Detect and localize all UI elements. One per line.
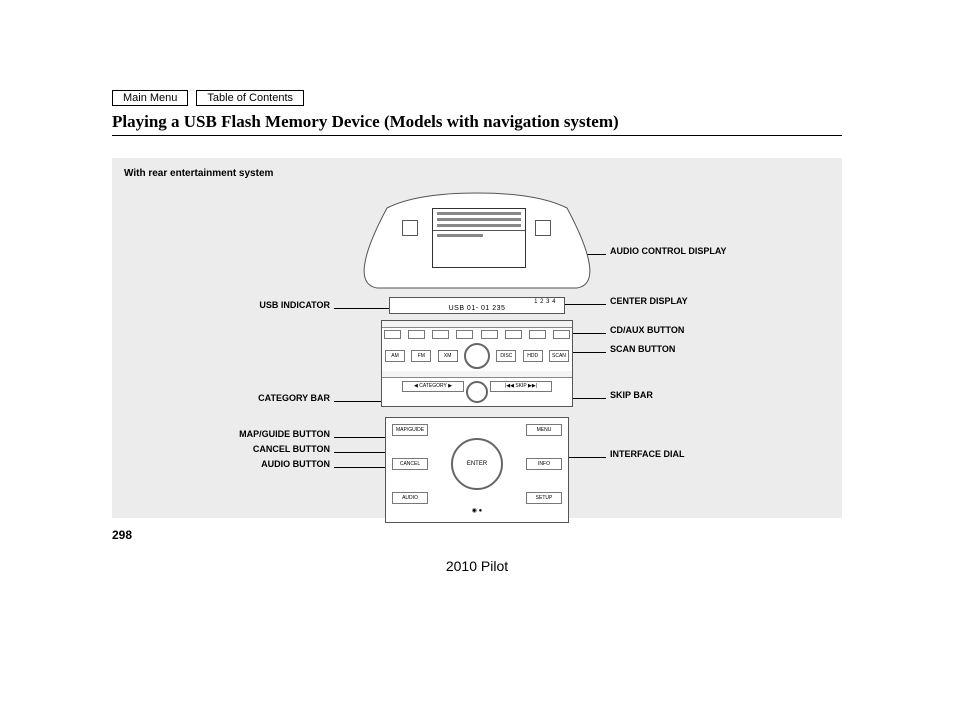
category-bar: ◀ CATEGORY ▶: [402, 381, 464, 392]
label-center-display: CENTER DISPLAY: [610, 296, 688, 306]
am-button: AM: [385, 350, 405, 362]
footer-model: 2010 Pilot: [112, 558, 842, 574]
main-menu-button[interactable]: Main Menu: [112, 90, 188, 106]
label-interface-dial: INTERFACE DIAL: [610, 449, 685, 459]
dvd-slot: [382, 371, 572, 378]
label-category-bar: CATEGORY BAR: [258, 393, 330, 403]
diagram: With rear entertainment system USB INDIC…: [112, 158, 842, 518]
audio-button: AUDIO: [392, 492, 428, 504]
disc-button: DISC: [496, 350, 516, 362]
display-hood: [337, 188, 617, 293]
xm-button: XM: [438, 350, 458, 362]
audio-stack: AM FM XM DISC HDD SCAN ◀ CATEGORY ▶ |◀◀ …: [381, 320, 573, 407]
toc-button[interactable]: Table of Contents: [196, 90, 304, 106]
label-usb-indicator: USB INDICATOR: [259, 300, 330, 310]
audio-control-display-screen: [432, 208, 526, 268]
label-cancel: CANCEL BUTTON: [253, 444, 330, 454]
center-display-panel: 1 2 3 4 USB 01- 01 235: [389, 297, 565, 314]
label-audio-control-display: AUDIO CONTROL DISPLAY: [610, 246, 727, 256]
vol-dial: [466, 381, 488, 403]
skip-bar: |◀◀ SKIP ▶▶|: [490, 381, 552, 392]
menu-button: MENU: [526, 424, 562, 436]
label-cd-aux: CD/AUX BUTTON: [610, 325, 684, 335]
label-audio: AUDIO BUTTON: [261, 459, 330, 469]
page-number: 298: [112, 528, 842, 542]
fm-button: FM: [411, 350, 431, 362]
scan-button: SCAN: [549, 350, 569, 362]
label-scan: SCAN BUTTON: [610, 344, 675, 354]
setup-button: SETUP: [526, 492, 562, 504]
page-title: Playing a USB Flash Memory Device (Model…: [112, 112, 842, 136]
hdd-button: HDD: [523, 350, 543, 362]
tune-dial: [464, 343, 490, 369]
interface-dial: ENTER: [451, 438, 503, 490]
label-map-guide: MAP/GUIDE BUTTON: [239, 429, 330, 439]
cancel-button: CANCEL: [392, 458, 428, 470]
diagram-subhead: With rear entertainment system: [124, 168, 273, 179]
map-guide-button: MAP/GUIDE: [392, 424, 428, 436]
info-button: INFO: [526, 458, 562, 470]
cd-slot: [382, 321, 572, 328]
console-unit: 1 2 3 4 USB 01- 01 235 AM FM XM DISC HDD: [337, 188, 617, 523]
navigation-control-block: MAP/GUIDE MENU CANCEL ENTER INFO AUDIO S…: [385, 417, 569, 523]
